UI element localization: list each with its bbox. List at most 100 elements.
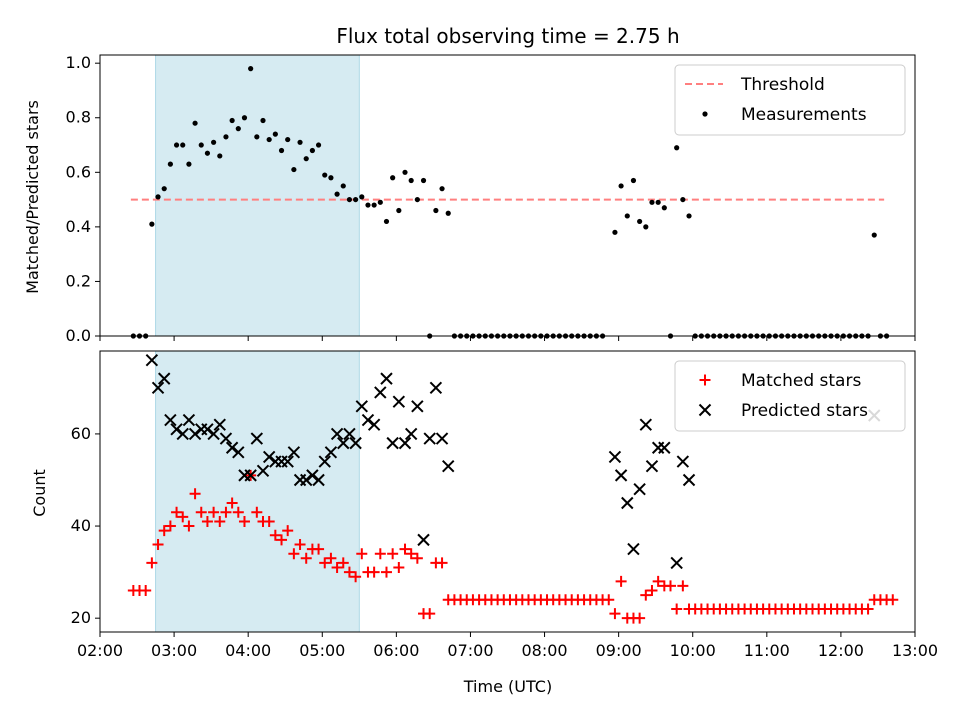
measurement-point xyxy=(186,161,192,167)
predicted-star-point xyxy=(182,413,196,427)
matched-star-point xyxy=(220,506,232,518)
matched-star-point xyxy=(294,538,306,550)
matched-star-point xyxy=(393,562,405,574)
measurement-point xyxy=(612,229,618,235)
x-tick-label: 13:00 xyxy=(892,641,938,660)
predicted-star-point xyxy=(658,441,671,454)
predicted-star-point xyxy=(225,441,239,454)
matched-star-point xyxy=(238,515,250,527)
predicted-star-point xyxy=(318,455,331,468)
matched-star-point xyxy=(646,585,658,597)
measurement-point xyxy=(390,175,396,181)
measurement-point xyxy=(241,115,248,121)
measurement-point xyxy=(235,126,241,132)
legend-box xyxy=(674,360,906,432)
predicted-star-point xyxy=(151,381,165,395)
matched-star-point xyxy=(226,497,238,509)
matched-star-point xyxy=(152,538,164,550)
top-shaded-interval xyxy=(155,54,360,337)
predicted-star-point xyxy=(442,459,455,473)
measurement-point xyxy=(630,177,637,184)
matched-star-point xyxy=(887,594,899,606)
matched-star-point xyxy=(195,506,207,518)
predicted-star-point xyxy=(355,400,368,413)
predicted-star-point xyxy=(324,446,338,459)
predicted-star-point xyxy=(219,432,233,445)
predicted-star-point xyxy=(404,427,418,441)
measurement-point xyxy=(303,156,309,162)
legend-label: Threshold xyxy=(740,75,825,95)
legend-label: Predicted stars xyxy=(741,401,868,421)
legend-marker-measurements xyxy=(702,111,708,117)
measurement-point xyxy=(260,117,266,124)
matched-star-point xyxy=(387,548,399,560)
bottom-shaded-interval xyxy=(155,350,360,633)
matched-star-point xyxy=(189,488,201,500)
measurement-point xyxy=(266,136,272,143)
measurement-point xyxy=(204,150,211,156)
predicted-star-point xyxy=(361,413,375,427)
x-tick-label: 10:00 xyxy=(670,641,716,660)
x-tick-label: 05:00 xyxy=(299,641,345,660)
predicted-star-point xyxy=(337,436,350,450)
matched-star-point xyxy=(208,506,220,518)
predicted-star-point xyxy=(633,482,646,496)
predicted-star-point xyxy=(367,418,381,431)
matched-star-point xyxy=(615,575,627,587)
matched-star-point xyxy=(313,543,325,555)
matched-star-point xyxy=(603,594,615,606)
measurement-point xyxy=(433,207,439,214)
matched-star-point xyxy=(374,548,386,560)
predicted-star-point xyxy=(213,418,226,431)
bottom-series-matched-stars xyxy=(127,469,899,624)
predicted-star-point xyxy=(176,427,189,441)
matched-star-point xyxy=(640,589,652,601)
predicted-star-point xyxy=(306,469,319,482)
measurement-point xyxy=(637,218,643,225)
x-tick-label: 12:00 xyxy=(818,641,864,660)
measurement-point xyxy=(198,142,204,148)
predicted-star-point xyxy=(621,496,634,510)
top-y-tick-label: 0.4 xyxy=(66,217,91,236)
legend-label: Matched stars xyxy=(741,371,861,391)
measurement-point xyxy=(383,218,390,225)
matched-star-point xyxy=(158,525,170,537)
top-y-axis-title: Matched/Predicted stars xyxy=(23,100,42,294)
matched-star-point xyxy=(671,603,683,615)
measurement-point xyxy=(420,177,427,184)
measurement-point xyxy=(359,194,365,200)
predicted-star-point xyxy=(608,450,622,464)
matched-star-point xyxy=(164,520,176,532)
x-tick-label: 09:00 xyxy=(596,641,642,660)
matched-star-point xyxy=(183,520,195,532)
measurement-point xyxy=(346,196,353,203)
measurement-point xyxy=(371,202,377,208)
bottom-panel-count: 20 40 60 02:00 03:00 04:00 05:00 06:00 07:00 08:0… xyxy=(71,350,938,660)
predicted-star-point xyxy=(380,372,393,385)
predicted-star-point xyxy=(411,400,424,413)
legend-label: Measurements xyxy=(741,105,867,125)
predicted-star-point xyxy=(201,423,214,436)
matched-star-point xyxy=(300,552,312,564)
predicted-star-point xyxy=(343,427,356,441)
measurement-point xyxy=(655,199,661,205)
matched-star-point xyxy=(380,566,392,578)
matched-star-point xyxy=(214,515,226,527)
measurement-point xyxy=(254,134,260,140)
bottom-y-tick-label: 20 xyxy=(71,608,91,627)
x-tick-label: 06:00 xyxy=(373,641,419,660)
matched-star-point xyxy=(251,506,263,518)
matched-star-point xyxy=(319,557,331,569)
matched-star-point xyxy=(288,548,300,560)
measurement-point xyxy=(396,207,402,214)
measurement-point xyxy=(686,213,692,219)
measurement-point xyxy=(248,66,254,72)
measurement-point xyxy=(871,232,877,238)
matched-star-point xyxy=(331,562,343,574)
predicted-star-point xyxy=(250,432,264,445)
measurement-point xyxy=(334,191,340,197)
predicted-star-point xyxy=(287,446,301,459)
measurement-point xyxy=(149,221,155,227)
measurement-point xyxy=(353,196,359,203)
